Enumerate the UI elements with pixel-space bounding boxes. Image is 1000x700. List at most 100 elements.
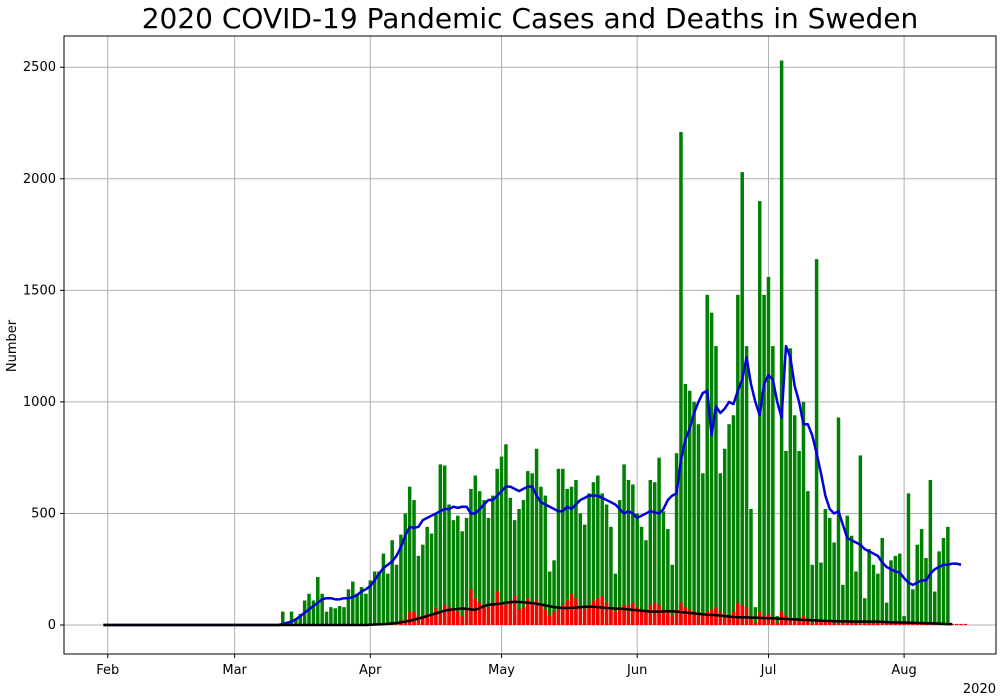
bar-series-1 bbox=[683, 607, 688, 625]
bar-series-0 bbox=[792, 415, 797, 625]
bar-series-0 bbox=[722, 448, 727, 625]
bar-series-0 bbox=[744, 346, 749, 625]
bar-series-0 bbox=[731, 415, 736, 625]
bar-series-0 bbox=[631, 484, 635, 625]
x-tick-label: Jun bbox=[626, 663, 647, 678]
bar-series-1 bbox=[784, 616, 788, 625]
bar-series-0 bbox=[666, 529, 670, 625]
bar-series-0 bbox=[696, 424, 701, 625]
bar-series-1 bbox=[412, 611, 416, 625]
bar-series-1 bbox=[744, 607, 749, 625]
bar-series-0 bbox=[578, 513, 583, 625]
bar-series-0 bbox=[429, 533, 434, 625]
bar-series-0 bbox=[609, 526, 613, 625]
bar-series-1 bbox=[862, 622, 867, 625]
x-tick-label: May bbox=[488, 663, 515, 678]
bar-series-0 bbox=[854, 571, 858, 625]
bar-series-0 bbox=[364, 593, 368, 625]
bar-series-1 bbox=[600, 595, 604, 625]
bar-series-1 bbox=[486, 607, 491, 625]
bar-series-1 bbox=[644, 611, 648, 625]
bar-series-0 bbox=[749, 508, 753, 625]
bar-series-1 bbox=[902, 622, 906, 625]
bar-series-0 bbox=[705, 294, 709, 625]
bar-series-1 bbox=[679, 602, 683, 625]
bar-series-1 bbox=[464, 609, 469, 625]
bar-series-0 bbox=[604, 504, 609, 625]
bar-series-1 bbox=[477, 602, 482, 625]
bar-series-0 bbox=[932, 591, 937, 625]
grid bbox=[64, 36, 996, 654]
bar-series-0 bbox=[613, 573, 618, 625]
bar-series-0 bbox=[346, 589, 351, 625]
bar-series-0 bbox=[915, 544, 919, 625]
bar-series-0 bbox=[801, 401, 806, 625]
x-axis-offset-label: 2020 bbox=[963, 682, 996, 697]
bar-series-0 bbox=[683, 384, 688, 625]
bar-series-0 bbox=[359, 587, 364, 625]
bar-series-0 bbox=[836, 417, 841, 625]
bar-series-0 bbox=[390, 540, 394, 625]
bar-series-1 bbox=[661, 609, 666, 625]
bar-series-1 bbox=[574, 598, 578, 625]
bar-series-1 bbox=[617, 607, 622, 625]
bar-series-0 bbox=[473, 475, 478, 625]
bar-series-1 bbox=[705, 611, 709, 625]
bar-series-0 bbox=[661, 511, 666, 625]
bar-series-0 bbox=[451, 520, 456, 625]
x-tick-label: Mar bbox=[222, 663, 247, 678]
bar-series-1 bbox=[539, 604, 543, 625]
bar-series-0 bbox=[775, 616, 779, 625]
bar-series-1 bbox=[591, 600, 596, 625]
bar-series-1 bbox=[876, 622, 880, 625]
bar-series-1 bbox=[814, 620, 819, 625]
bar-series-0 bbox=[530, 473, 534, 625]
bar-series-0 bbox=[329, 607, 333, 625]
bar-series-0 bbox=[919, 529, 924, 625]
bar-series-0 bbox=[556, 468, 561, 625]
bar-series-1 bbox=[832, 622, 836, 625]
bar-series-0 bbox=[512, 520, 517, 625]
y-tick-label: 2500 bbox=[23, 60, 56, 75]
bar-series-1 bbox=[963, 623, 968, 625]
bar-series-1 bbox=[460, 616, 464, 625]
bar-series-1 bbox=[889, 622, 893, 625]
bar-series-1 bbox=[823, 620, 828, 625]
bar-series-1 bbox=[521, 607, 526, 625]
bar-series-0 bbox=[342, 607, 346, 625]
bar-series-0 bbox=[534, 448, 539, 625]
bar-series-0 bbox=[447, 504, 451, 625]
bar-series-1 bbox=[456, 611, 460, 625]
bar-series-0 bbox=[469, 488, 473, 625]
bar-series-1 bbox=[919, 623, 924, 625]
bar-series-0 bbox=[547, 571, 552, 625]
bar-series-0 bbox=[906, 493, 911, 625]
chart-title: 2020 COVID-19 Pandemic Cases and Deaths … bbox=[142, 2, 919, 35]
bar-series-0 bbox=[766, 276, 771, 625]
bar-series-0 bbox=[941, 537, 946, 625]
bar-series-0 bbox=[701, 473, 705, 625]
bar-series-1 bbox=[657, 604, 661, 625]
bar-series-0 bbox=[876, 573, 880, 625]
y-tick-label: 500 bbox=[31, 506, 56, 521]
bar-series-1 bbox=[552, 611, 556, 625]
bar-series-0 bbox=[377, 571, 381, 625]
bar-series-0 bbox=[753, 607, 758, 625]
bar-series-0 bbox=[565, 488, 569, 625]
bar-series-0 bbox=[814, 259, 819, 625]
bar-series-1 bbox=[407, 611, 412, 625]
bar-series-0 bbox=[819, 562, 823, 625]
bar-series-0 bbox=[574, 479, 578, 625]
bar-series-0 bbox=[281, 611, 285, 625]
bar-series-0 bbox=[736, 294, 740, 625]
bar-series-0 bbox=[495, 468, 499, 625]
bar-series-0 bbox=[399, 534, 403, 625]
bar-series-0 bbox=[407, 486, 412, 625]
bar-series-1 bbox=[797, 620, 801, 625]
bar-series-0 bbox=[617, 500, 622, 625]
bar-series-1 bbox=[526, 598, 530, 625]
bar-series-1 bbox=[959, 623, 963, 625]
bar-series-0 bbox=[386, 573, 390, 625]
y-axis-label: Number bbox=[5, 319, 20, 372]
bar-series-0 bbox=[289, 611, 294, 625]
